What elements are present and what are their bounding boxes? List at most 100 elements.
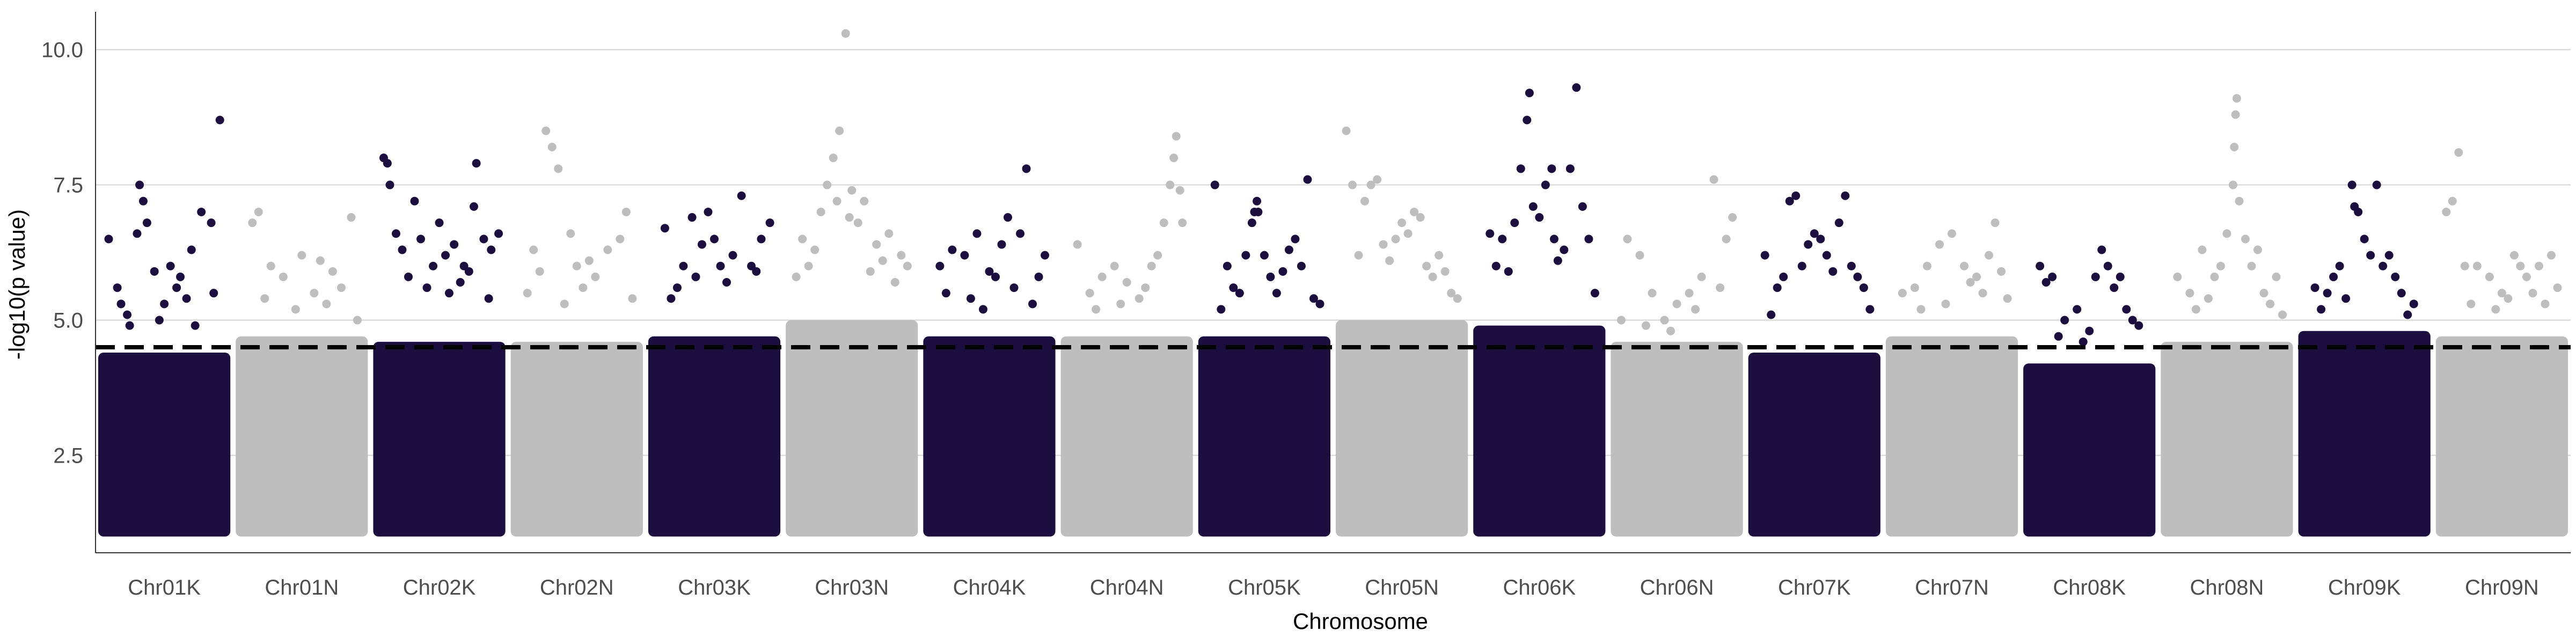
data-point-Chr03N-2	[804, 261, 813, 270]
data-point-Chr07N-0	[1898, 289, 1907, 298]
x-tick-label-Chr09N: Chr09N	[2465, 576, 2539, 599]
data-point-Chr06K-11	[1560, 245, 1569, 254]
data-point-Chr07N-9	[1990, 218, 2000, 228]
data-point-Chr06N-5	[1672, 299, 1681, 309]
data-point-Chr08N-8	[2231, 110, 2240, 119]
data-point-Chr01K-15	[215, 115, 224, 125]
data-point-Chr02K-16	[404, 272, 413, 281]
data-point-Chr01N-1	[254, 207, 263, 216]
data-point-Chr05K-14	[1303, 175, 1312, 184]
data-point-Chr01N-9	[347, 213, 356, 222]
data-point-Chr03N-0	[792, 272, 801, 281]
data-point-Chr09K-16	[2341, 294, 2351, 303]
data-point-Chr01K-4	[135, 180, 144, 189]
data-point-Chr04N-9	[1169, 153, 1179, 163]
data-point-Chr01N-7	[328, 267, 337, 276]
data-point-Chr08K-13	[2054, 332, 2063, 341]
data-point-Chr01K-18	[155, 316, 164, 325]
data-point-Chr03N-19	[878, 256, 887, 265]
data-point-Chr03K-0	[660, 224, 669, 233]
data-point-Chr06K-18	[1504, 267, 1513, 276]
data-point-Chr09K-15	[2317, 305, 2326, 314]
data-point-Chr05N-0	[1342, 126, 1351, 135]
chromosome-block-Chr03N	[786, 320, 918, 537]
data-point-Chr02N-0	[529, 245, 538, 254]
data-point-Chr06K-4	[1523, 115, 1532, 125]
data-point-Chr05N-6	[1391, 235, 1400, 244]
data-point-Chr07N-6	[1972, 272, 1981, 281]
data-point-Chr03N-6	[829, 153, 838, 163]
data-point-Chr04K-16	[1028, 299, 1037, 309]
data-point-Chr08K-4	[2073, 305, 2082, 314]
data-point-Chr02K-22	[484, 294, 493, 303]
y-tick-labels: 2.5 5.0 7.5 10.0	[41, 39, 83, 468]
x-tick-labels: Chr01K Chr01N Chr02K Chr02N Chr03K Chr03N Chr0…	[128, 576, 2539, 599]
data-point-Chr03N-14	[897, 251, 906, 260]
data-point-Chr01K-5	[138, 196, 148, 206]
data-point-Chr02K-1	[383, 159, 392, 168]
data-point-Chr01N-0	[248, 218, 257, 228]
x-tick-label-Chr06N: Chr06N	[1640, 576, 1714, 599]
data-point-Chr07N-2	[1922, 261, 1931, 270]
data-point-Chr06N-0	[1616, 316, 1626, 325]
data-point-Chr05N-16	[1385, 256, 1394, 265]
data-point-Chr03K-11	[757, 235, 766, 244]
data-point-Chr08N-16	[2191, 305, 2200, 314]
x-tick-label-Chr04N: Chr04N	[1090, 576, 1164, 599]
chromosome-block-Chr05N	[1336, 320, 1468, 537]
data-point-Chr01K-13	[197, 207, 206, 216]
data-point-Chr01K-12	[187, 245, 196, 254]
data-point-Chr03N-13	[884, 229, 894, 238]
data-point-Chr05N-12	[1428, 272, 1437, 281]
data-point-Chr01K-21	[209, 289, 218, 298]
data-point-Chr05K-17	[1229, 283, 1238, 292]
data-point-Chr09N-9	[2522, 272, 2531, 281]
data-point-Chr09K-2	[2329, 272, 2338, 281]
data-point-Chr06N-11	[1642, 321, 1650, 330]
data-point-Chr07K-6	[1804, 240, 1813, 249]
data-point-Chr08N-6	[2228, 180, 2237, 189]
data-point-Chr03N-18	[866, 267, 875, 276]
data-point-Chr09K-11	[2384, 251, 2394, 260]
data-point-Chr04K-14	[978, 305, 987, 314]
data-point-Chr03K-12	[765, 218, 774, 228]
data-point-Chr04K-9	[1022, 164, 1031, 173]
data-point-Chr02K-15	[494, 229, 503, 238]
data-point-Chr07N-4	[1948, 229, 1956, 238]
data-point-Chr02N-5	[566, 229, 575, 238]
data-point-Chr03K-8	[728, 251, 737, 260]
data-point-Chr05N-17	[1440, 267, 1450, 276]
data-point-Chr06K-2	[1510, 218, 1519, 228]
data-point-Chr06N-2	[1635, 251, 1644, 260]
x-tick-label-Chr09K: Chr09K	[2328, 576, 2401, 599]
chromosome-block-Chr06N	[1611, 341, 1743, 537]
data-point-Chr06K-13	[1572, 83, 1581, 92]
data-point-Chr03N-8	[841, 29, 850, 38]
data-point-Chr04N-11	[1175, 186, 1184, 195]
data-point-Chr06N-3	[1648, 289, 1657, 298]
data-point-Chr08K-11	[2122, 305, 2131, 314]
data-point-Chr09N-4	[2472, 261, 2482, 270]
data-point-Chr03N-7	[835, 126, 844, 135]
data-point-Chr05N-10	[1416, 213, 1425, 222]
data-point-Chr09N-1	[2448, 196, 2457, 206]
data-point-Chr08K-7	[2097, 245, 2106, 254]
chromosome-block-Chr04K	[923, 336, 1056, 537]
data-point-Chr01K-20	[191, 321, 200, 330]
data-point-Chr02K-4	[398, 245, 407, 254]
data-point-Chr08K-2	[2048, 272, 2057, 281]
data-point-Chr08K-3	[2060, 316, 2069, 325]
data-point-Chr07K-1	[1773, 283, 1782, 292]
data-point-Chr07K-5	[1797, 261, 1806, 270]
chromosome-block-Chr07N	[1885, 336, 2018, 537]
data-point-Chr09N-2	[2454, 148, 2463, 157]
y-tick-label-3: 10.0	[41, 39, 83, 62]
data-point-Chr03N-3	[810, 245, 819, 254]
data-point-Chr08N-13	[2253, 245, 2262, 254]
data-point-Chr02K-7	[429, 261, 438, 270]
data-point-Chr05N-15	[1354, 251, 1363, 260]
data-point-Chr03N-1	[798, 235, 807, 244]
data-point-Chr01K-0	[104, 235, 113, 244]
data-point-Chr05K-1	[1223, 261, 1232, 270]
